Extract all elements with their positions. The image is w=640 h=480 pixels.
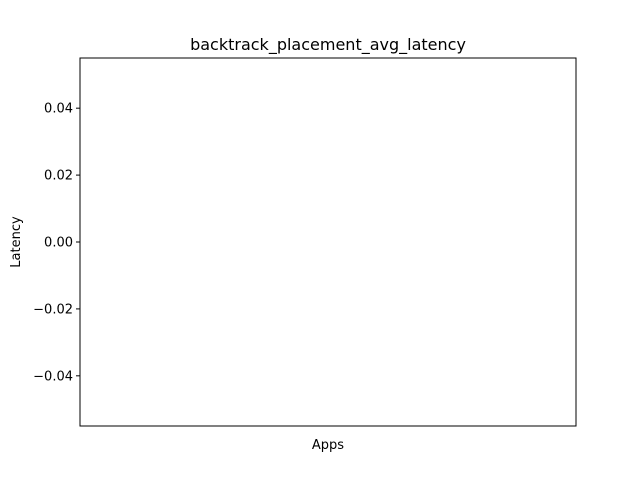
y-tick-label: −0.04 (33, 369, 73, 384)
y-axis-label: Latency (9, 216, 24, 268)
plot-area (79, 57, 577, 427)
y-tick-label: 0.04 (44, 102, 73, 117)
chart-title: backtrack_placement_avg_latency (190, 35, 466, 55)
y-tick-label: 0.00 (44, 236, 73, 251)
x-axis-label: Apps (312, 438, 344, 453)
y-axis-ticks: −0.04 −0.02 0.00 0.02 0.04 (33, 102, 80, 384)
y-tick-label: −0.02 (33, 302, 73, 317)
y-tick-label: 0.02 (44, 169, 73, 184)
